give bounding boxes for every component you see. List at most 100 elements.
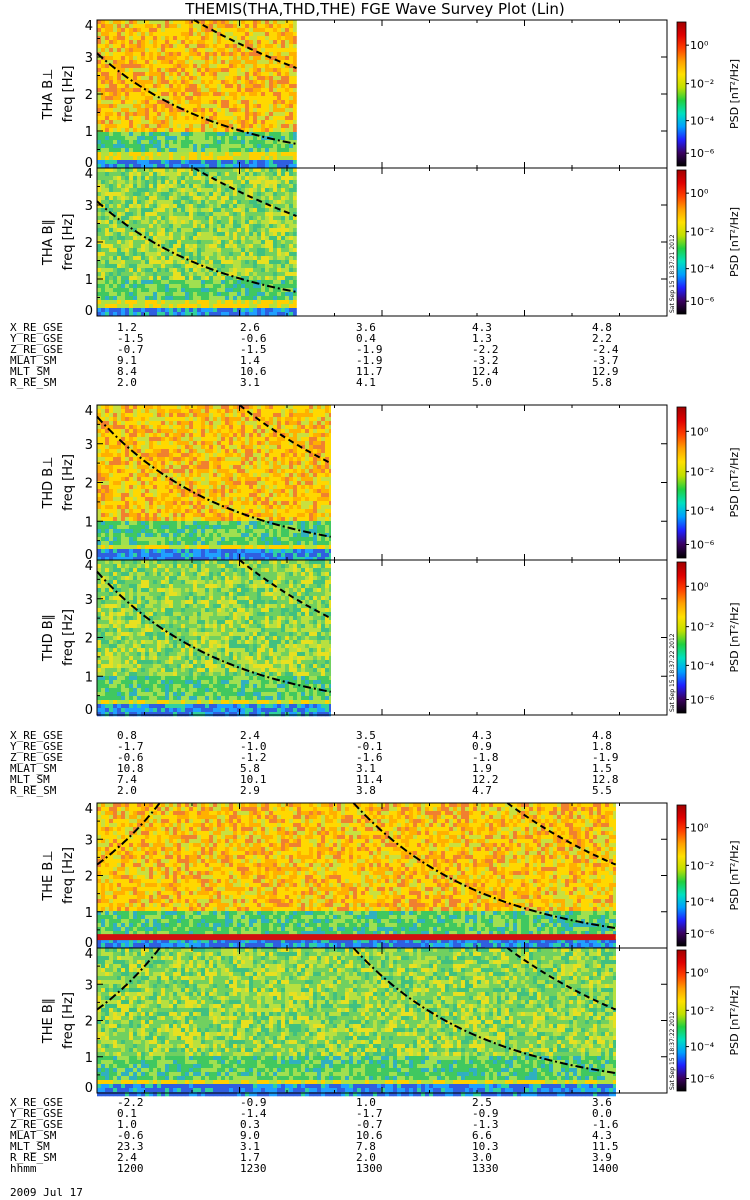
colorbar-tick-label: 10⁻⁴: [690, 263, 715, 276]
ephemeris-value: 2.5: [472, 1096, 492, 1109]
ephemeris-value: -1.8: [472, 751, 499, 764]
ephemeris-value: 7.4: [117, 773, 137, 786]
ephemeris-value: 12.2: [472, 773, 499, 786]
colorbar-label: PSD [nT²/Hz]: [728, 59, 741, 129]
colorbar-tick-label: 10⁰: [690, 967, 709, 980]
colorbar-tick-label: 10⁻²: [690, 621, 714, 634]
colorbar-tick-label: 10⁰: [690, 822, 709, 835]
y-tick-label: 2: [85, 88, 93, 103]
colorbar-tick-label: 10⁻²: [690, 1004, 714, 1017]
ephemeris-value: 3.1: [240, 376, 260, 389]
colorbar: [676, 406, 687, 559]
ephemeris-value: 10.3: [472, 1140, 499, 1153]
ephemeris-value: 7.8: [356, 1140, 376, 1153]
y-tick-label: 1: [85, 125, 93, 140]
y-tick-label: 2: [85, 870, 93, 885]
cutoff-curve-dashdot: [96, 947, 161, 1011]
y-tick-label: 1: [85, 670, 93, 685]
cutoff-curve-dashdot: [96, 570, 331, 693]
heatmap-cells: [97, 948, 616, 1097]
ephemeris-value: 11.4: [356, 773, 383, 786]
cutoff-curve-dashed: [506, 802, 617, 866]
ephemeris-value: 1200: [117, 1162, 144, 1175]
ephemeris-label: R_RE_SM: [10, 1151, 57, 1164]
y-axis-freq-label: freq [Hz]: [61, 66, 76, 123]
colorbar-tick-label: 10⁻⁶: [690, 539, 715, 552]
ephemeris-label: Y_RE_GSE: [10, 1107, 63, 1120]
ephemeris-value: 23.3: [117, 1140, 144, 1153]
ephemeris-value: 2.0: [356, 1151, 376, 1164]
ephemeris-value: 0.3: [240, 1118, 260, 1131]
plot-title: THEMIS(THA,THD,THE) FGE Wave Survey Plot…: [185, 0, 565, 18]
ephemeris-value: -0.7: [356, 1118, 383, 1131]
ephemeris-value: 5.8: [592, 376, 612, 389]
y-tick-label: 3: [85, 833, 93, 848]
ephemeris-value: -1.6: [356, 751, 383, 764]
ephemeris-value: 9.0: [240, 1129, 260, 1142]
cutoff-curve-dashdot: [96, 200, 297, 293]
date-label: 2009 Jul 17: [10, 1186, 83, 1199]
ephemeris-value: 12.8: [592, 773, 619, 786]
ephemeris-value: 3.0: [472, 1151, 492, 1164]
colorbar-tick-label: 10⁰: [690, 187, 709, 200]
y-axis-probe-label: THE B⊥: [41, 850, 56, 901]
colorbar: [676, 169, 687, 315]
colorbar-tick-label: 10⁻⁶: [690, 928, 715, 941]
ephemeris-value: 2.9: [240, 784, 260, 797]
ephemeris-value: 12.4: [472, 365, 499, 378]
y-axis-probe-label: THD B∥: [41, 614, 56, 662]
cutoff-curve-dashdot: [352, 802, 616, 930]
ephemeris-value: -0.1: [356, 740, 383, 753]
ephemeris-label: MLAT_SM: [10, 1129, 57, 1142]
y-tick-label: 0: [85, 548, 93, 563]
y-tick-label: 1: [85, 273, 93, 288]
ephemeris-value: 1230: [240, 1162, 267, 1175]
colorbar: [676, 949, 687, 1092]
ephemeris-label: Z_RE_GSE: [10, 751, 63, 764]
cutoff-curve-dashdot: [96, 415, 331, 538]
ephemeris-table: X_RE_GSE -2.2 -0.9 1.0 2.5 3.6 Y_RE_GSE 0.1 -1.4…: [0, 1097, 750, 1174]
y-tick-label: 3: [85, 51, 93, 66]
ephemeris-value: 3.1: [240, 1140, 260, 1153]
colorbar-tick-label: 10⁻⁶: [690, 295, 715, 308]
ephemeris-value: 1.0: [356, 1096, 376, 1109]
ephemeris-value: -3.7: [592, 354, 619, 367]
y-axis-probe-label: THA B∥: [41, 219, 56, 266]
y-tick-label: 3: [85, 438, 93, 453]
ephemeris-value: 1300: [356, 1162, 383, 1175]
y-tick-label: 2: [85, 632, 93, 647]
ephemeris-value: -1.9: [356, 354, 383, 367]
ephemeris-label: X_RE_GSE: [10, 321, 63, 334]
heatmap-cells: [97, 560, 331, 717]
colorbar: [676, 804, 687, 947]
cutoff-curve-dashed: [193, 19, 297, 70]
ephemeris-value: 0.1: [117, 1107, 137, 1120]
colorbar-tick-label: 10⁻⁴: [690, 1041, 715, 1054]
y-tick-label: 4: [85, 559, 93, 574]
ephemeris-value: -1.9: [356, 343, 383, 356]
ephemeris-value: 10.6: [356, 1129, 383, 1142]
y-axis-freq-label: freq [Hz]: [61, 992, 76, 1049]
colorbar-label: PSD [nT²/Hz]: [728, 602, 741, 672]
y-tick-label: 0: [85, 304, 93, 319]
ephemeris-value: -0.9: [240, 1096, 267, 1109]
y-axis-freq-label: freq [Hz]: [61, 214, 76, 271]
colorbar-label: PSD [nT²/Hz]: [728, 840, 741, 910]
cutoff-curve-dashed: [238, 559, 332, 620]
ephemeris-label: MLT_SM: [10, 1140, 50, 1153]
ephemeris-value: 3.5: [356, 729, 376, 742]
spectrogram-panel-the-perp: 0 1 2 3 4 THE B⊥ freq [Hz] 10⁰ 10⁻² 10⁻⁴ 10⁻⁶ PSD […: [41, 802, 741, 952]
colorbar-tick-label: 10⁰: [690, 580, 709, 593]
ephemeris-value: 1.7: [240, 1151, 260, 1164]
ephemeris-value: 10.8: [117, 762, 144, 775]
ephemeris-label: Z_RE_GSE: [10, 343, 63, 356]
y-axis-freq-label: freq [Hz]: [61, 847, 76, 904]
ephemeris-value: -1.4: [240, 1107, 267, 1120]
spectrogram-panel-thd-perp: 0 1 2 3 4 THD B⊥ freq [Hz] 10⁰ 10⁻² 10⁻⁴ 10⁻⁶ PSD […: [41, 404, 741, 563]
ephemeris-value: -1.5: [240, 343, 267, 356]
ephemeris-value: 4.8: [592, 321, 612, 334]
ephemeris-value: 11.7: [356, 365, 383, 378]
ephemeris-value: 1.2: [117, 321, 137, 334]
ephemeris-value: 10.6: [240, 365, 267, 378]
